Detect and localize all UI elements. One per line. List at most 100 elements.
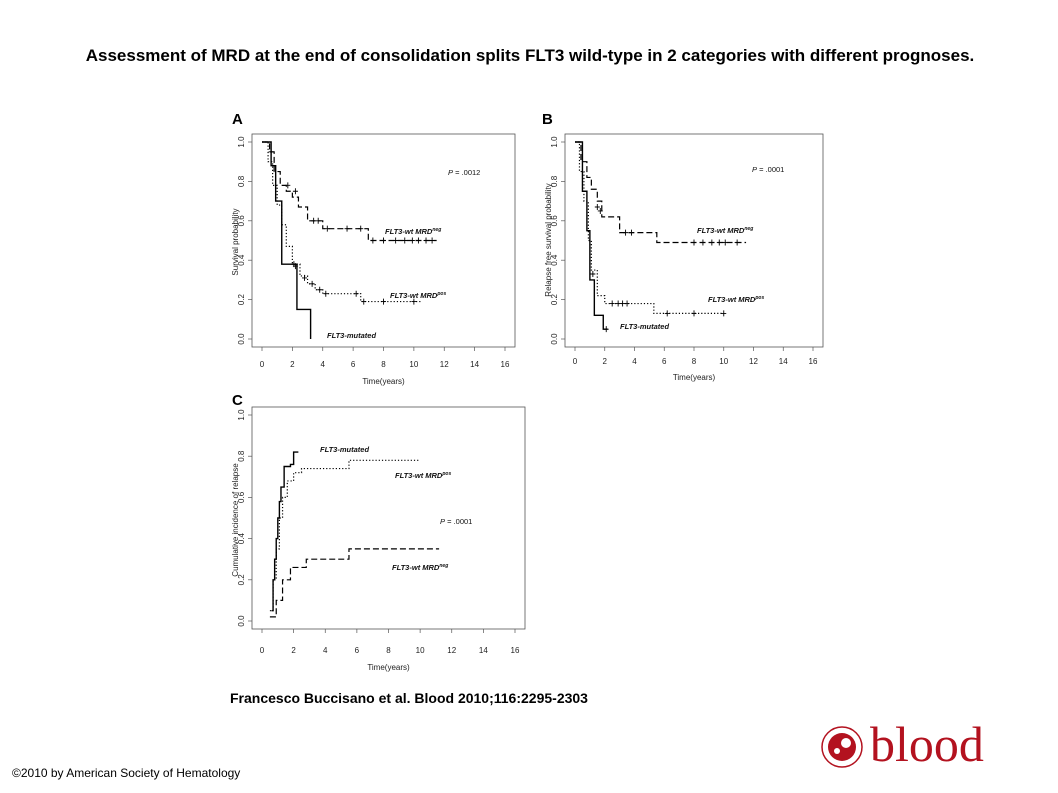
series-line-dotted [575, 141, 724, 314]
censor-mark [664, 310, 670, 317]
censor-mark [381, 237, 386, 244]
censor-mark [292, 188, 298, 195]
censor-mark [323, 290, 329, 297]
x-axis-label: Time(years) [367, 663, 410, 672]
censor-mark [324, 225, 330, 232]
y-tick-label: 1.0 [237, 409, 246, 421]
series-label: FLT3-wt MRDneg [697, 226, 753, 235]
series-label: FLT3-mutated [327, 331, 376, 340]
y-tick-label: 0.2 [237, 293, 246, 305]
censor-mark [370, 237, 376, 244]
censor-mark [721, 310, 727, 317]
censor-mark [734, 239, 740, 246]
y-tick-label: 0.0 [237, 333, 246, 345]
y-tick-label: 0.8 [237, 450, 246, 462]
x-tick-label: 12 [447, 646, 456, 655]
panel-letter: A [232, 111, 243, 128]
citation: Francesco Buccisano et al. Blood 2010;11… [230, 690, 588, 706]
figure-title: Assessment of MRD at the end of consolid… [85, 46, 975, 65]
censor-mark [311, 217, 317, 224]
censor-mark [309, 280, 315, 287]
x-axis-label: Time(years) [673, 373, 716, 382]
panel-letter: C [232, 392, 243, 409]
y-tick-label: 0.4 [237, 532, 246, 544]
censor-mark [411, 298, 417, 305]
y-tick-label: 0.2 [550, 293, 559, 305]
censor-mark [624, 300, 630, 307]
x-tick-label: 10 [416, 646, 425, 655]
y-tick-label: 0.4 [237, 254, 246, 266]
x-tick-label: 6 [662, 357, 667, 366]
x-tick-label: 2 [603, 357, 608, 366]
y-tick-label: 1.0 [550, 136, 559, 148]
series-line-dashed [262, 141, 437, 242]
y-tick-label: 0.6 [237, 491, 246, 503]
x-tick-label: 4 [632, 357, 637, 366]
x-tick-label: 6 [355, 646, 360, 655]
x-tick-label: 14 [470, 360, 479, 369]
series-line-solid [271, 451, 299, 612]
x-tick-label: 16 [501, 360, 510, 369]
censor-mark [302, 274, 308, 281]
y-axis-label: Relapse free survival probability [544, 183, 553, 296]
x-tick-label: 16 [809, 357, 818, 366]
censor-mark [344, 225, 350, 232]
blood-journal-logo-icon [821, 726, 863, 768]
series-label: FLT3-wt MRDneg [392, 563, 448, 572]
censor-mark [620, 300, 626, 307]
censor-mark [609, 300, 615, 307]
series-line-solid [262, 141, 312, 339]
series-label: FLT3-wt MRDpos [390, 291, 446, 300]
censor-mark [423, 237, 429, 244]
series-line-dotted [262, 141, 422, 303]
x-tick-label: 10 [719, 357, 728, 366]
censor-mark [590, 270, 596, 277]
series-label: FLT3-wt MRDneg [385, 227, 441, 236]
censor-mark [623, 229, 629, 236]
censor-mark [691, 310, 697, 317]
censor-mark [629, 229, 635, 236]
censor-mark [381, 298, 386, 305]
x-tick-label: 2 [290, 360, 295, 369]
x-tick-label: 8 [386, 646, 391, 655]
y-axis-label: Survival probability [231, 208, 240, 275]
x-tick-label: 16 [511, 646, 520, 655]
panel-letter: B [542, 111, 553, 128]
x-axis-label: Time(years) [362, 377, 405, 386]
panel-c: C 0 2 4 6 8 10 12 14 16 Time(years) 0.0 0.2 0.4 0.6 0.8… [231, 392, 526, 672]
y-tick-label: 0.6 [550, 215, 559, 227]
logo-wordmark: blood [870, 716, 984, 772]
x-tick-label: 12 [749, 357, 758, 366]
series-label: FLT3-mutated [620, 322, 669, 331]
censor-mark [393, 237, 399, 244]
series-label: FLT3-wt MRDpos [708, 295, 764, 304]
censor-mark [429, 237, 435, 244]
y-tick-label: 0.0 [550, 333, 559, 345]
p-value: P = .0001 [752, 165, 784, 174]
x-tick-label: 14 [779, 357, 788, 366]
x-tick-label: 12 [440, 360, 449, 369]
censor-mark [700, 239, 706, 246]
series-line-dashed [269, 548, 440, 618]
y-tick-label: 0.0 [237, 615, 246, 627]
censor-mark [615, 300, 621, 307]
censor-mark [268, 148, 274, 155]
censor-mark [597, 207, 603, 214]
censor-mark [317, 286, 323, 293]
y-tick-label: 0.8 [237, 175, 246, 187]
p-value: P = .0001 [440, 517, 472, 526]
copyright-notice: ©2010 by American Society of Hematology [12, 766, 241, 780]
y-tick-label: 1.0 [237, 136, 246, 148]
panel-a: A 0 2 4 6 8 10 12 14 16 Time(years) 0.0 0.2 0.4 0.6 0.8… [231, 111, 516, 386]
x-tick-label: 8 [381, 360, 386, 369]
x-tick-label: 4 [323, 646, 328, 655]
y-tick-label: 0.6 [237, 215, 246, 227]
x-tick-label: 0 [260, 646, 265, 655]
series-line-dotted [269, 459, 421, 612]
plot-frame [251, 406, 526, 630]
series-label: FLT3-mutated [320, 445, 369, 454]
censor-mark [603, 326, 609, 333]
x-tick-label: 4 [321, 360, 326, 369]
series-line-solid [575, 141, 608, 330]
